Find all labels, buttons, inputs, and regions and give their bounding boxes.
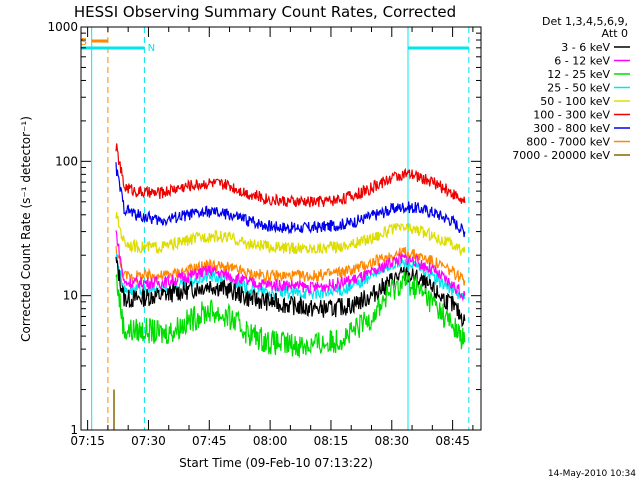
x-axis-label: Start Time (09-Feb-10 07:13:22)	[179, 456, 373, 470]
series-line-0	[115, 257, 466, 328]
plot-area: SN	[80, 27, 470, 430]
x-tick-label: 07:45	[192, 434, 227, 448]
legend-header: Att 0	[602, 27, 628, 40]
series-line-4	[115, 212, 466, 256]
legend-label: 100 - 300 keV	[533, 109, 610, 122]
y-tick-label: 1000	[47, 20, 78, 34]
legend-label: 25 - 50 keV	[547, 82, 610, 95]
x-tick-label: 07:30	[131, 434, 166, 448]
legend-label: 6 - 12 keV	[554, 55, 610, 68]
legend-label: 800 - 7000 keV	[526, 136, 610, 149]
series-line-5	[115, 143, 466, 208]
x-tick-label: 08:15	[314, 434, 349, 448]
x-tick-label: 08:00	[253, 434, 288, 448]
legend-label: 300 - 800 keV	[533, 122, 610, 135]
series-line-1	[115, 230, 466, 302]
legend-label: 50 - 100 keV	[540, 95, 610, 108]
footer-date: 14-May-2010 10:34	[548, 469, 636, 479]
saa-flag-label: S	[80, 37, 86, 48]
chart-title: HESSI Observing Summary Count Rates, Cor…	[74, 3, 456, 21]
x-tick-label: 07:15	[70, 434, 105, 448]
x-tick-label: 08:30	[374, 434, 409, 448]
legend-label: 12 - 25 keV	[547, 68, 610, 81]
legend-header: Det 1,3,4,5,6,9,	[542, 15, 628, 28]
y-tick-label: 10	[63, 289, 78, 303]
x-tick-label: 08:45	[435, 434, 470, 448]
night-flag-label: N	[148, 43, 155, 54]
legend-label: 7000 - 20000 keV	[512, 149, 610, 162]
y-tick-label: 100	[55, 154, 78, 168]
series-line-2	[115, 271, 466, 358]
series-line-6	[115, 162, 466, 238]
y-axis-label: Corrected Count Rate (s⁻¹ detector⁻¹)	[19, 116, 33, 342]
legend-label: 3 - 6 keV	[561, 41, 610, 54]
y-tick-label: 1	[70, 423, 78, 437]
axes: 1 10 100 1000 07:15 07:30 07:45 08:00 08:15 08:30…	[47, 20, 481, 448]
plot-frame	[80, 26, 482, 431]
